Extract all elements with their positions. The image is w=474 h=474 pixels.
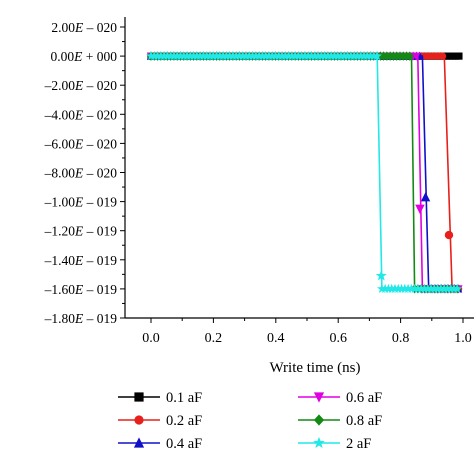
data-point [372,51,382,61]
y-tick-label: –4.00E – 020 [44,107,118,122]
y-tick-label: –1.80E – 019 [44,311,118,326]
x-tick-label: 0.4 [267,331,285,346]
data-point [444,230,454,240]
data-point [415,204,425,215]
legend-label: 0.6 aF [346,390,382,406]
legend-item: 0.4 aF [118,436,202,452]
legend-marker [313,436,325,448]
series-0.8-af [146,51,462,294]
x-tick-label: 1.0 [454,331,472,346]
y-tick-label: –1.40E – 019 [44,253,118,268]
legend-label: 0.4 aF [166,436,202,452]
data-point [375,270,387,281]
y-tick-label: –8.00E – 020 [44,166,118,181]
series-line [151,55,460,290]
y-tick-label: –6.00E – 020 [44,136,118,151]
legend-marker [313,392,325,403]
axes: 2.00E – 020 0.00E + 000 –2.00E – 020 –4.00E… [44,17,474,346]
x-tick-label: 0.0 [142,331,160,346]
legend-label: 0.1 aF [166,390,202,406]
data-point [405,51,414,61]
legend-item: 0.8 aF [298,413,382,429]
legend-marker [134,415,144,425]
legend-label: 0.8 aF [346,413,382,429]
x-tick-label: 0.8 [392,331,410,346]
data-point [412,52,421,61]
legend-item: 0.1 aF [118,390,202,406]
y-tick-label: –1.60E – 019 [44,282,118,297]
x-tick-label: 0.6 [329,331,347,346]
legend-marker [133,437,145,448]
y-tick-label: –1.00E – 019 [44,195,118,210]
data-point [420,192,431,202]
legend-item: 0.2 aF [118,413,202,429]
series-2-af [146,51,463,294]
series-0.6-af [146,52,463,294]
legend-label: 0.2 aF [166,413,202,429]
legend-item: 2 aF [298,436,371,452]
legend-marker [313,414,325,426]
x-axis-title: Write time (ns) [269,360,360,376]
y-tick-label: 2.00E – 020 [51,20,117,35]
legend: 0.1 aF 0.2 aF 0.4 aF 0.6 aF 0.8 aF 2 aF [118,390,382,452]
legend-label: 2 aF [346,436,371,452]
plot-area [146,51,463,294]
y-tick-label: 0.00E + 000 [51,49,118,64]
data-point [455,52,463,60]
legend-marker [134,392,144,402]
series-0.2-af [147,52,463,293]
data-point [452,283,463,294]
x-tick-label: 0.2 [205,331,223,346]
data-point [438,52,447,60]
legend-item: 0.6 aF [298,390,382,406]
y-tick-label: –1.20E – 019 [44,224,118,239]
y-tick-label: –2.00E – 020 [44,78,118,93]
